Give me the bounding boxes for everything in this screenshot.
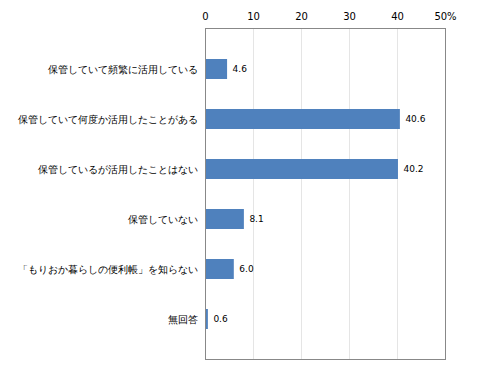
svg-text:6.0: 6.0: [239, 264, 254, 274]
svg-text:保管しているが活用したことはない: 保管しているが活用したことはない: [38, 164, 198, 175]
svg-text:8.1: 8.1: [249, 214, 263, 224]
svg-text:40.6: 40.6: [405, 114, 425, 124]
svg-text:10: 10: [247, 11, 260, 22]
svg-text:40: 40: [391, 11, 404, 22]
svg-text:50%: 50%: [434, 11, 456, 22]
svg-text:0: 0: [202, 11, 208, 22]
svg-text:無回答: 無回答: [168, 314, 198, 325]
svg-text:40.2: 40.2: [403, 164, 423, 174]
svg-text:30: 30: [343, 11, 356, 22]
svg-text:保管していない: 保管していない: [128, 214, 198, 225]
svg-text:保管していて頻繁に活用している: 保管していて頻繁に活用している: [48, 64, 198, 75]
svg-text:「もりおか暮らしの便利帳」を知らない: 「もりおか暮らしの便利帳」を知らない: [18, 264, 198, 275]
svg-text:20: 20: [295, 11, 308, 22]
svg-text:保管していて何度か活用したことがある: 保管していて何度か活用したことがある: [18, 114, 198, 125]
svg-text:0.6: 0.6: [213, 314, 228, 324]
svg-text:4.6: 4.6: [233, 64, 248, 74]
